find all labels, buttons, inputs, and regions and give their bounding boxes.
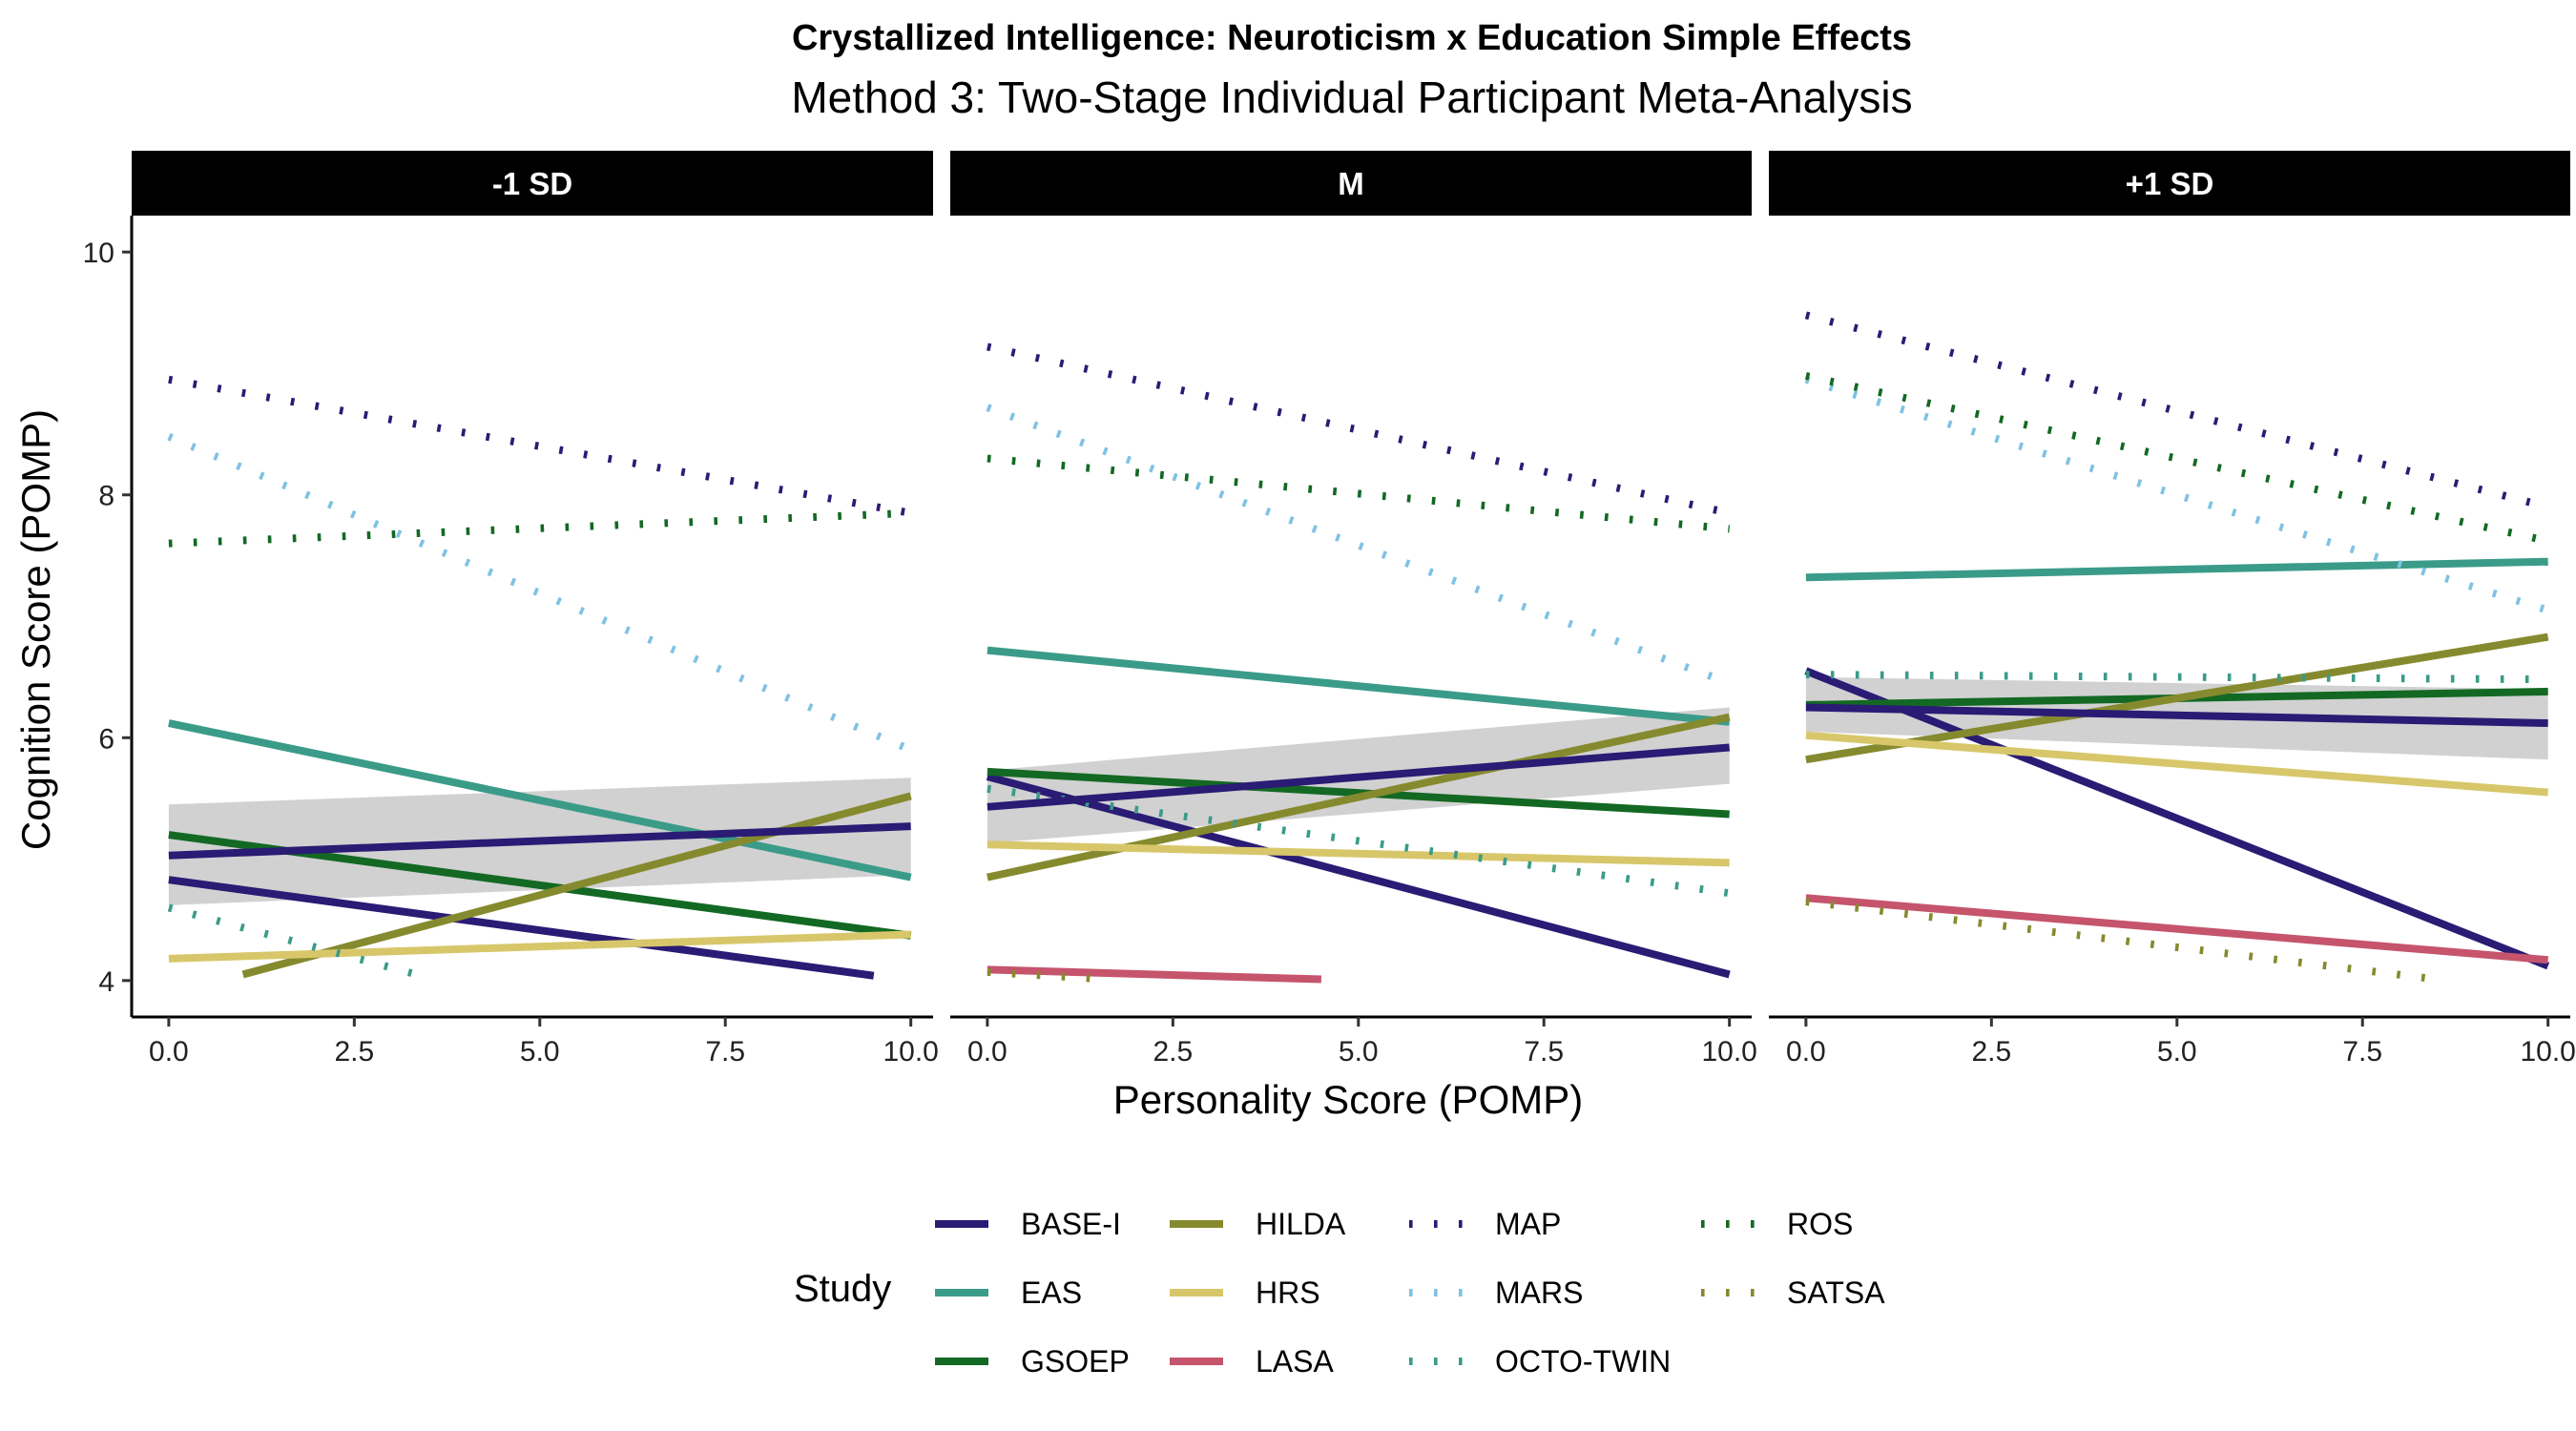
- x-tick-label: 0.0: [967, 1036, 1008, 1068]
- y-tick-label: 6: [98, 723, 114, 755]
- overall-effect-line: [987, 743, 1730, 811]
- x-tick-label: 10.0: [2520, 1036, 2575, 1068]
- x-tick-label: 10.0: [883, 1036, 938, 1068]
- series-line-base-i: [168, 876, 875, 980]
- series-line-mars: [1804, 375, 2549, 614]
- x-tick-label: 7.5: [1524, 1036, 1564, 1068]
- series-line-hrs: [1805, 731, 2548, 797]
- series-line-base-i: [1804, 667, 2550, 970]
- x-tick-label: 5.0: [520, 1036, 560, 1068]
- legend-label: HRS: [1256, 1275, 1320, 1310]
- series-line-ros: [1805, 372, 2549, 545]
- legend-label: MARS: [1495, 1275, 1583, 1310]
- legend-item-mars: MARS: [1409, 1275, 1583, 1310]
- x-tick-label: 5.0: [1339, 1036, 1379, 1068]
- legend-label: SATSA: [1787, 1275, 1885, 1310]
- legend-label: BASE-I: [1021, 1207, 1121, 1241]
- series-line-eas: [1805, 557, 2548, 582]
- series-line-hrs: [987, 840, 1730, 867]
- series-line-lasa: [987, 965, 1322, 984]
- legend-item-lasa: LASA: [1170, 1344, 1334, 1379]
- legend-item-ros: ROS: [1701, 1207, 1853, 1241]
- legend-label: OCTO-TWIN: [1495, 1344, 1671, 1379]
- series-line-eas: [168, 719, 912, 881]
- facet-strip-label: +1 SD: [2126, 166, 2214, 201]
- facet-strip: [1769, 151, 2570, 216]
- x-tick-label: 2.5: [334, 1036, 374, 1068]
- x-tick-label: 0.0: [149, 1036, 189, 1068]
- legend-item-satsa: SATSA: [1701, 1275, 1885, 1310]
- legend-label: EAS: [1021, 1275, 1082, 1310]
- legend: Study BASE-I EAS GSOEP HILDA HRS LASA MAP MARS O…: [794, 1207, 1885, 1379]
- series-line-gsoep: [987, 767, 1730, 819]
- series-line-octo-twin: [987, 784, 1731, 898]
- series-line-map: [987, 342, 1731, 517]
- series-line-map: [168, 375, 912, 517]
- facet-strip-label: -1 SD: [492, 166, 572, 201]
- x-tick-label: 2.5: [1153, 1036, 1193, 1068]
- panel-1-sd: +1 SD 0.0 2.5 5.0 7.5 10.0: [1769, 151, 2576, 1068]
- legend-label: ROS: [1787, 1207, 1853, 1241]
- facet-strip-label: M: [1338, 166, 1364, 201]
- series-line-ros: [168, 508, 911, 548]
- legend-item-map: MAP: [1409, 1207, 1561, 1241]
- x-tick-label: 10.0: [1701, 1036, 1756, 1068]
- series-line-map: [1804, 311, 2549, 511]
- legend-item-octo-twin: OCTO-TWIN: [1409, 1344, 1671, 1379]
- x-tick-label: 2.5: [1971, 1036, 2011, 1068]
- y-tick-label: 4: [98, 966, 114, 998]
- panel-m: M 0.0 2.5 5.0 7.5 10.0: [950, 151, 1757, 1068]
- series-line-mars: [986, 404, 1732, 687]
- series-line-hilda: [1805, 633, 2549, 764]
- legend-title: Study: [794, 1268, 891, 1310]
- chart-title: Crystallized Intelligence: Neuroticism x…: [792, 18, 1912, 58]
- legend-item-gsoep: GSOEP: [935, 1344, 1130, 1379]
- legend-item-eas: EAS: [935, 1275, 1082, 1310]
- legend-item-base-i: BASE-I: [935, 1207, 1121, 1241]
- facet-strip: [132, 151, 933, 216]
- legend-label: HILDA: [1256, 1207, 1346, 1241]
- facet-panels: -1 SD 0.0 2.5 5.0 7.5 10.0 4 6 8 10 M 0.0 2.5 5.0 7.5 1…: [83, 151, 2576, 1068]
- series-line-ros: [987, 454, 1731, 533]
- chart-subtitle: Method 3: Two-Stage Individual Participa…: [791, 73, 1912, 122]
- series-line-mars: [167, 432, 913, 754]
- series-line-eas: [987, 646, 1731, 726]
- facet-strip: [950, 151, 1752, 216]
- x-tick-label: 7.5: [705, 1036, 745, 1068]
- series-line-lasa: [1805, 894, 2548, 964]
- panel-1-sd: -1 SD 0.0 2.5 5.0 7.5 10.0 4 6 8 10: [83, 151, 939, 1068]
- series-line-hrs: [168, 930, 911, 963]
- y-tick-label: 8: [98, 481, 114, 512]
- y-axis-title: Cognition Score (POMP): [13, 409, 58, 850]
- series-line-octo-twin: [1805, 671, 2548, 684]
- x-axis-title: Personality Score (POMP): [1113, 1077, 1583, 1122]
- x-tick-label: 0.0: [1786, 1036, 1826, 1068]
- legend-label: LASA: [1256, 1344, 1334, 1379]
- overall-effect-line: [168, 822, 911, 860]
- x-tick-label: 5.0: [2157, 1036, 2197, 1068]
- x-tick-label: 7.5: [2342, 1036, 2382, 1068]
- legend-label: MAP: [1495, 1207, 1561, 1241]
- series-line-octo-twin: [167, 903, 423, 980]
- legend-label: GSOEP: [1021, 1344, 1130, 1379]
- legend-item-hilda: HILDA: [1170, 1207, 1346, 1241]
- overall-effect-line: [1805, 703, 2548, 727]
- series-line-hilda: [241, 792, 912, 979]
- y-tick-label: 10: [83, 238, 114, 269]
- legend-item-hrs: HRS: [1170, 1275, 1320, 1310]
